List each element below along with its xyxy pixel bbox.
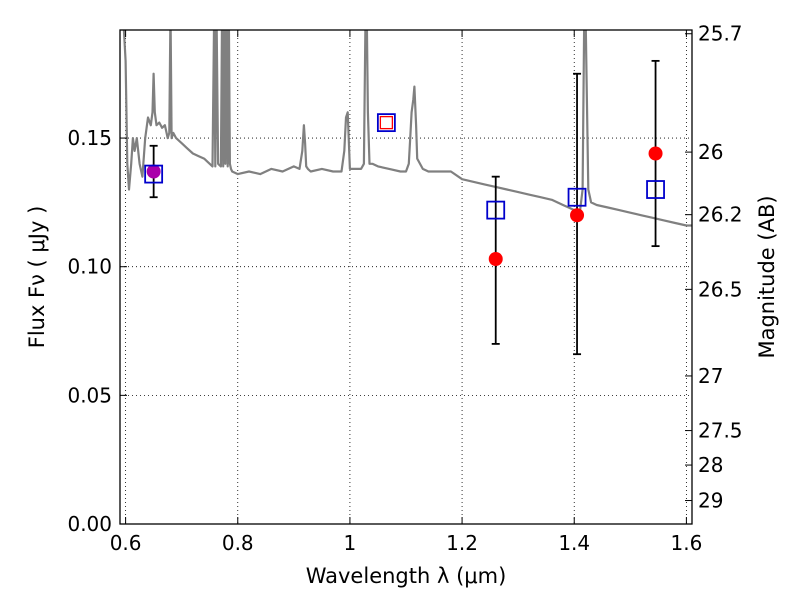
observed-point [648,146,663,161]
y2-tick-label: 28 [698,453,723,477]
plot-area [122,30,692,356]
x-tick-label: 1.6 [670,531,702,555]
y2-tick-label: 27.5 [698,419,743,443]
model-spectrum-line [122,30,692,227]
y2-axis-label: Magnitude (AB) [755,195,779,358]
observed-point [570,208,585,223]
x-tick-label: 1.4 [558,531,590,555]
model-photometry-point [376,113,396,133]
model-photometry-point [486,200,506,220]
x-tick-label: 1.2 [446,531,478,555]
grid [120,30,692,525]
x-axis-label: Wavelength λ (μm) [306,564,507,588]
model-photometry-point [567,187,587,207]
observed-square-marker [379,115,394,130]
x-tick-label: 1 [344,531,357,555]
y2-tick-label: 26.2 [698,203,743,227]
y-axis-label: Flux Fν ( μJy ) [25,206,49,349]
model-photometry-point [144,164,164,184]
plot-frame [119,29,693,525]
y-tick-label: 0.10 [67,255,112,279]
y2-tick-label: 26 [698,140,723,164]
observed-point [146,164,161,179]
x-tick-label: 0.6 [110,531,142,555]
y2-tick-label: 25.7 [698,22,743,46]
y-tick-label: 0.00 [67,512,112,536]
axes: 0.6 0.8 1 1.2 1.4 1.6 0.00 0.05 0.10 0.15 25.7 26 26… [67,22,742,555]
y-tick-label: 0.15 [67,126,112,150]
x-tick-label: 0.8 [222,531,254,555]
y2-tick-label: 29 [698,489,723,513]
observed-point [488,251,503,266]
y2-tick-label: 26.5 [698,277,743,301]
y-tick-label: 0.05 [67,383,112,407]
model-photometry-point [646,180,665,199]
y2-tick-label: 27 [698,364,723,388]
